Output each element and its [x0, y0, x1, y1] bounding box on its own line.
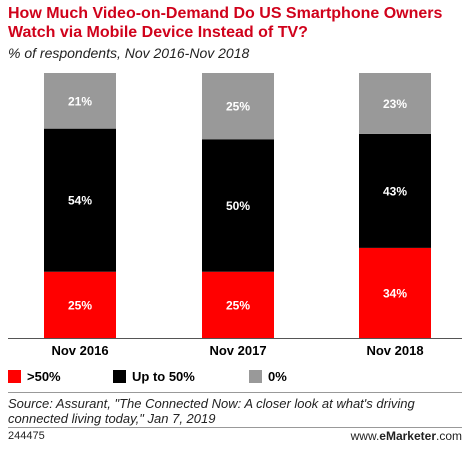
bar-segment	[202, 73, 274, 140]
chart-id: 244475	[8, 430, 45, 442]
legend: >50% Up to 50% 0%	[0, 369, 470, 387]
bar-value-label: 25%	[226, 298, 250, 312]
bar-segment	[359, 247, 431, 338]
bar-segment	[359, 73, 431, 134]
stacked-bar-chart: 25% 54% 21% Nov 2016 25% 50% 25% Nov 2017 34% 43%…	[8, 73, 462, 358]
footer-divider	[8, 427, 462, 428]
bar-segment	[44, 271, 116, 338]
source-divider	[8, 392, 462, 393]
legend-swatch-zero	[249, 370, 262, 383]
bar-value-label: 50%	[226, 199, 250, 213]
bar-value-label: 54%	[68, 194, 92, 208]
brand-suffix: .com	[435, 429, 462, 443]
bar-value-label: 43%	[383, 184, 407, 198]
bar-segment	[202, 139, 274, 272]
bar-value-label: 25%	[68, 298, 92, 312]
legend-label-gt50: >50%	[27, 369, 61, 384]
legend-label-up-to-50: Up to 50%	[132, 369, 195, 384]
bar-segment	[359, 133, 431, 248]
bar-segment	[44, 128, 116, 272]
legend-label-zero: 0%	[268, 369, 287, 384]
source-line: Source: Assurant, "The Connected Now: A …	[8, 396, 415, 411]
brand-name: eMarketer	[379, 429, 436, 443]
legend-item-zero: 0%	[249, 369, 287, 384]
source-note: Source: Assurant, "The Connected Now: A …	[8, 396, 463, 426]
legend-item-up-to-50: Up to 50%	[113, 369, 195, 384]
bar-value-label: 25%	[226, 100, 250, 114]
bar-value-label: 21%	[68, 94, 92, 108]
chart-subtitle: % of respondents, Nov 2016-Nov 2018	[8, 45, 250, 61]
legend-swatch-up-to-50	[113, 370, 126, 383]
bar-segment	[202, 271, 274, 338]
brand-prefix: www.	[350, 429, 380, 443]
bar-value-label: 34%	[383, 286, 407, 300]
chart-title: How Much Video-on-Demand Do US Smartphon…	[8, 5, 443, 41]
x-tick-label: Nov 2018	[366, 343, 423, 358]
x-tick-label: Nov 2017	[209, 343, 266, 358]
source-line: connected living today," Jan 7, 2019	[8, 411, 216, 426]
legend-item-gt50: >50%	[8, 369, 61, 384]
bar-segment	[44, 73, 116, 129]
x-tick-label: Nov 2016	[51, 343, 108, 358]
emarketer-brand: www.eMarketer.com	[351, 429, 462, 443]
legend-swatch-gt50	[8, 370, 21, 383]
bar-value-label: 23%	[383, 97, 407, 111]
